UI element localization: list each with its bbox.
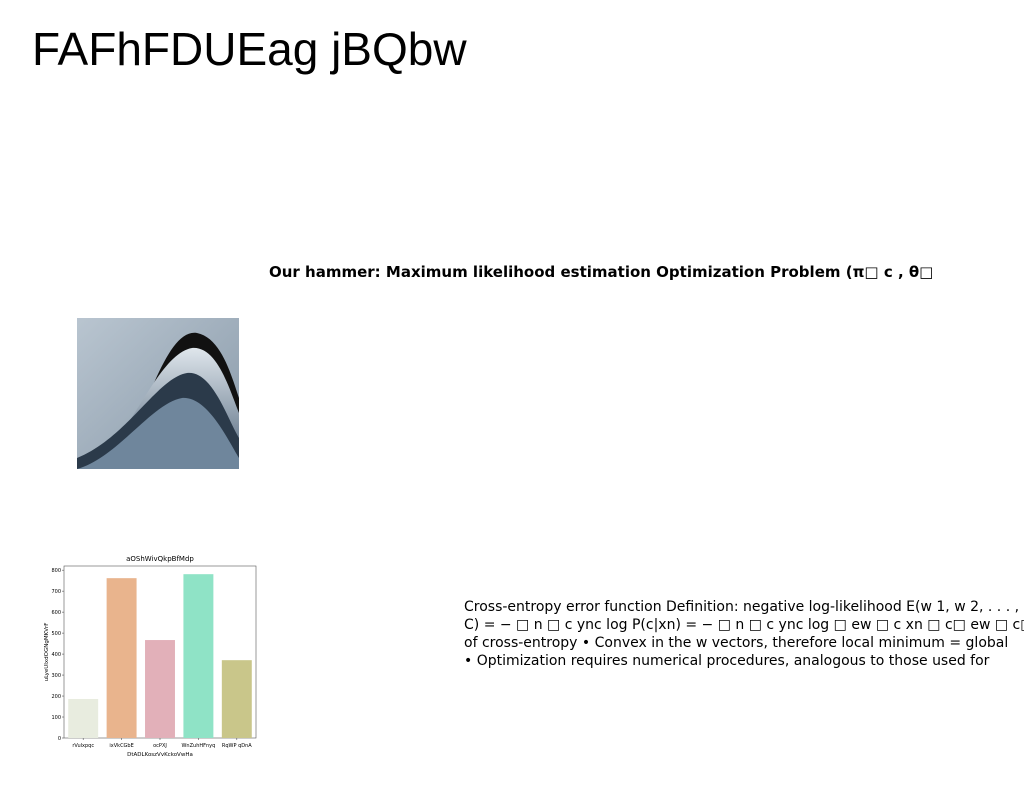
chart-title: aOShWivQkpBfMdp [126,555,194,563]
y-tick-label: 800 [51,568,61,574]
y-tick-label: 300 [51,673,61,679]
bar-chart: aOShWivQkpBfMdp 0 100 200 300 400 500 600 700 800… [44,555,257,758]
bar [221,660,252,738]
abstract-image [77,318,239,469]
bar [106,578,137,738]
body-line: C) = − □ n □ c ync log P(c|xn) = − □ n □… [464,617,1024,633]
slide-title: FAFhFDUEag jBQbw [32,23,467,75]
x-tick-label: WnZuhHFnyq [181,743,215,749]
bar [145,640,175,738]
x-tick-label: RqWP qDnA [222,743,252,749]
y-tick-label: 200 [51,694,61,700]
x-tick-label: ixVkCGbE [109,743,133,749]
bar [68,698,99,738]
y-tick-label: 700 [51,589,61,595]
y-tick-label: 400 [51,652,61,658]
bar [183,574,214,738]
body-line: of cross-entropy • Convex in the w vecto… [464,635,1009,651]
body-line: • Optimization requires numerical proced… [464,653,990,669]
x-axis-label: DtADLKoszVvKckoVwHa [127,752,193,758]
y-axis-label: uLyeUIxdOGNgMKVrF [44,623,50,682]
x-tick-label: ocPXJ [153,743,167,749]
y-tick-label: 600 [51,610,61,616]
y-tick-label: 500 [51,631,61,637]
y-tick-label: 100 [51,715,61,721]
subtitle: Our hammer: Maximum likelihood estimatio… [269,263,934,281]
x-tick-label: rVulxpqc [72,743,94,749]
body-line: Cross-entropy error function Definition:… [464,599,1020,615]
body-text: Cross-entropy error function Definition:… [464,598,1024,670]
y-tick-label: 0 [58,736,61,742]
